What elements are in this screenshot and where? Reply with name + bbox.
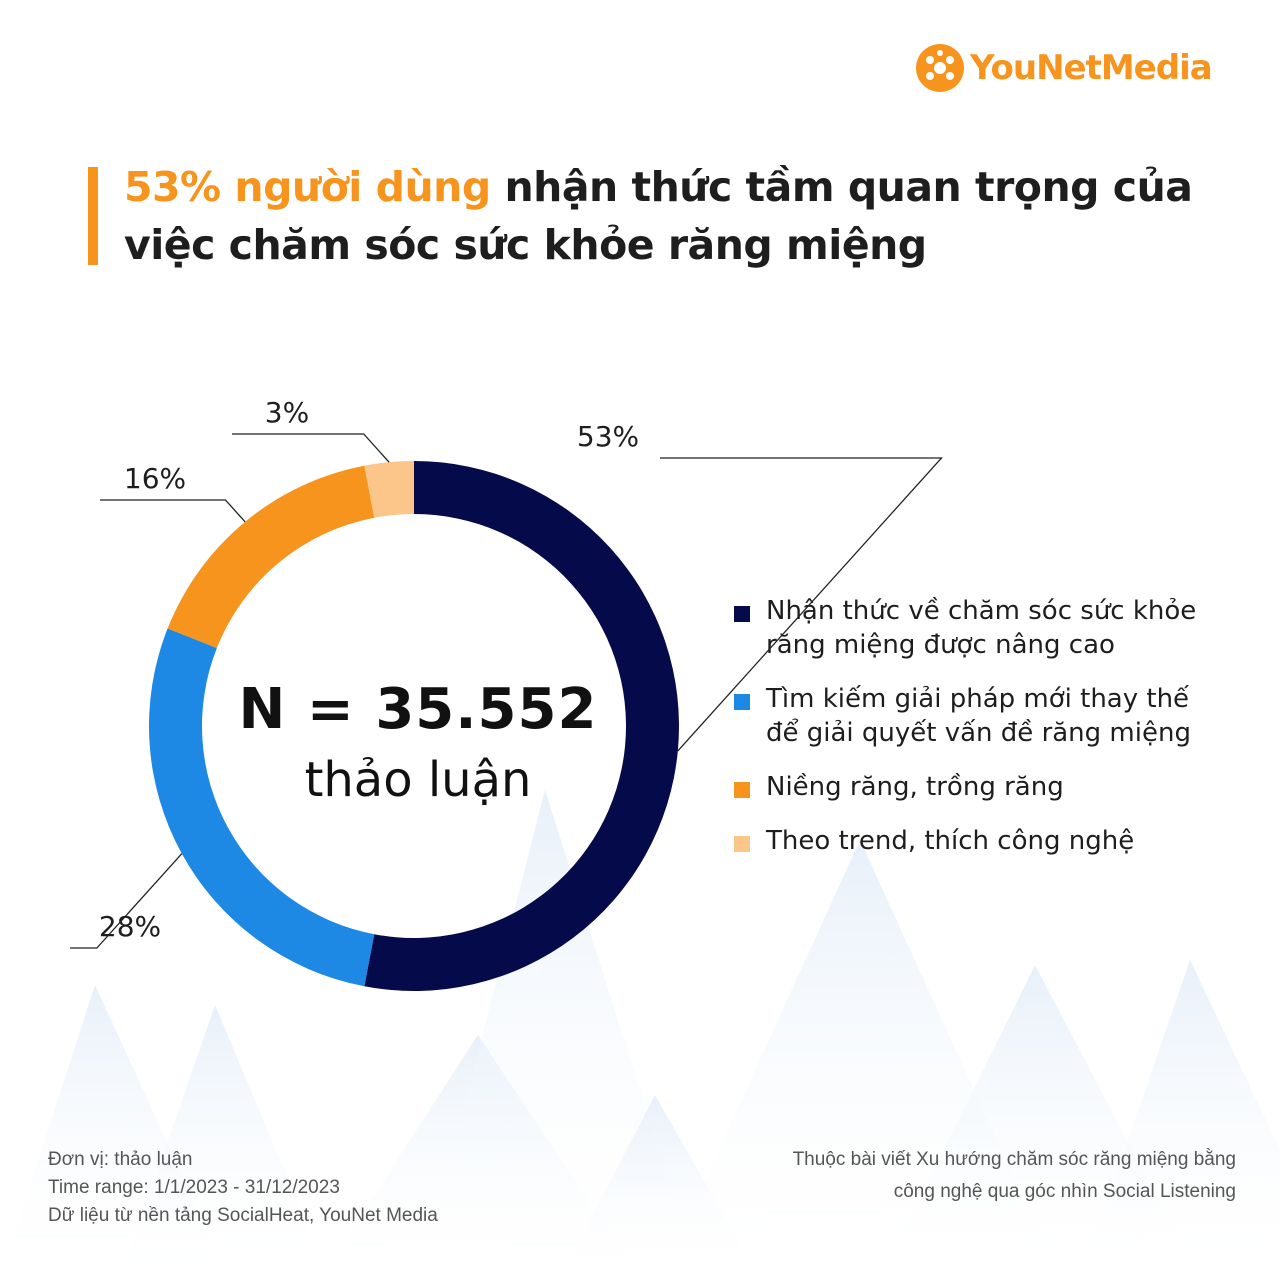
logo-you: YouNet <box>970 48 1102 88</box>
leader-line-4 <box>232 433 390 463</box>
footer-unit: Đơn vị: thảo luận <box>48 1149 193 1170</box>
leader-line-2 <box>70 853 183 949</box>
legend-swatch-2 <box>734 694 750 710</box>
legend-swatch-4 <box>734 836 750 852</box>
legend-item-1: Nhận thức về chăm sóc sức khỏe răng miện… <box>734 594 1254 662</box>
leader-line-1 <box>660 457 943 752</box>
legend-label-3: Niềng răng, trồng răng <box>766 772 1064 802</box>
legend-swatch-1 <box>734 606 750 622</box>
logo-wordmark: YouNetMedia <box>970 48 1213 88</box>
footer-article-line-1: Thuộc bài viết Xu hướng chăm sóc răng mi… <box>792 1149 1236 1170</box>
legend-label-1: Nhận thức về chăm sóc sức khỏe răng miện… <box>766 596 1197 660</box>
footer-article: Thuộc bài viết Xu hướng chăm sóc răng mi… <box>700 1144 1236 1208</box>
chart-legend: Nhận thức về chăm sóc sức khỏe răng miện… <box>734 594 1254 878</box>
donut-slice-2 <box>149 628 375 987</box>
footer-notes: Đơn vị: thảo luận Time range: 1/1/2023 -… <box>48 1146 438 1230</box>
data-label-3: 16% <box>124 462 186 495</box>
footer-source: Dữ liệu từ nền tảng SocialHeat, YouNet M… <box>48 1205 438 1226</box>
younet-media-logo: YouNetMedia <box>914 40 1213 96</box>
legend-item-4: Theo trend, thích công nghệ <box>734 824 1254 858</box>
title-highlight: 53% người dùng <box>124 163 491 211</box>
page-title: 53% người dùng nhận thức tầm quan trọng … <box>124 158 1244 274</box>
title-rest: nhận thức tầm quan trọng của việc chăm s… <box>124 163 1193 269</box>
legend-item-2: Tìm kiếm giải pháp mới thay thế để giải … <box>734 682 1254 750</box>
logo-mark-icon <box>916 44 964 92</box>
title-accent-bar <box>88 167 98 265</box>
footer-time-range: Time range: 1/1/2023 - 31/12/2023 <box>48 1177 340 1198</box>
donut-slice-1 <box>364 461 680 992</box>
donut-slice-4 <box>364 461 414 518</box>
logo-media: Media <box>1100 48 1213 88</box>
total-count: N = 35.552 <box>238 677 598 742</box>
legend-label-4: Theo trend, thích công nghệ <box>766 826 1135 856</box>
legend-label-2: Tìm kiếm giải pháp mới thay thế để giải … <box>766 684 1191 748</box>
legend-swatch-3 <box>734 782 750 798</box>
footer-article-line-2: công nghệ qua góc nhìn Social Listening <box>893 1181 1236 1202</box>
chart-center-label: N = 35.552 thảo luận <box>218 670 618 810</box>
total-unit: thảo luận <box>304 752 532 808</box>
data-label-1: 53% <box>577 420 639 453</box>
donut-slice-3 <box>167 465 375 648</box>
data-label-2: 28% <box>99 910 161 943</box>
leader-line-3 <box>100 499 246 523</box>
data-label-4: 3% <box>265 396 309 429</box>
legend-item-3: Niềng răng, trồng răng <box>734 770 1254 804</box>
